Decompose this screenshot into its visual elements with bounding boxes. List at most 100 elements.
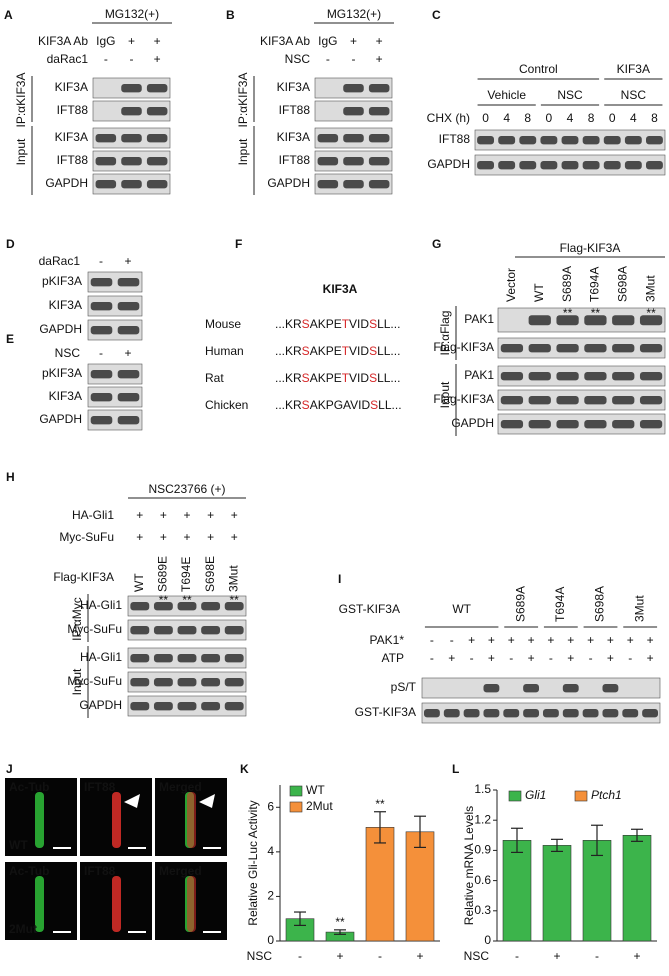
panel-title: KIF3A	[323, 282, 358, 296]
condition-mark: IgG	[318, 34, 337, 48]
sequence: ...KRSAKPETVIDSLL...	[275, 317, 400, 331]
cilium	[112, 876, 121, 932]
band	[542, 709, 559, 718]
band	[500, 396, 524, 405]
blot	[497, 365, 666, 387]
condition-mark: +	[607, 633, 614, 647]
row-label: GAPDH	[267, 176, 310, 190]
group-label: KIF3A	[617, 62, 650, 76]
row-label: IFT88	[439, 132, 471, 146]
residue: ...KR	[275, 344, 302, 358]
band	[582, 161, 600, 170]
band	[146, 134, 168, 143]
lane-label: T694A	[588, 267, 602, 302]
band	[368, 157, 390, 166]
condition-mark: +	[528, 651, 535, 665]
panel-label: D	[6, 237, 15, 251]
panel-label: E	[6, 332, 14, 346]
band	[177, 602, 197, 611]
y-tick-label: 0.3	[474, 903, 491, 917]
label: NSC	[285, 52, 311, 66]
row-label: GAPDH	[451, 416, 494, 430]
band	[130, 626, 150, 635]
species: Chicken	[205, 398, 248, 412]
row-label: KIF3A	[277, 130, 310, 144]
row-label: GAPDH	[79, 698, 122, 712]
condition-mark: -	[628, 651, 632, 665]
group-label: Control	[519, 62, 558, 76]
subgroup-label: NSC	[621, 88, 647, 102]
y-tick-label: 1.5	[474, 782, 491, 796]
band	[343, 107, 364, 116]
band	[584, 372, 607, 381]
residue: S	[369, 317, 377, 331]
band	[612, 420, 635, 429]
band	[95, 157, 117, 166]
input-label: Input	[438, 381, 452, 408]
condition-mark: -	[104, 52, 108, 66]
condition-mark: +	[154, 52, 161, 66]
panel-label: G	[432, 237, 441, 251]
residue: LL...	[378, 398, 401, 412]
condition-mark: +	[160, 508, 167, 522]
label: NSC	[55, 346, 81, 360]
residue: ...KR	[275, 371, 302, 385]
row-label: HA-Gli1	[80, 598, 122, 612]
band	[562, 709, 579, 718]
arrowhead	[124, 794, 140, 808]
residue: VID	[349, 317, 369, 331]
band	[90, 302, 113, 311]
band	[603, 136, 621, 145]
band	[642, 709, 659, 718]
band	[224, 678, 244, 687]
row-label: KIF3A	[49, 298, 82, 312]
band	[201, 626, 221, 635]
row-label: pS/T	[391, 680, 417, 694]
y-tick-label: 0	[484, 933, 491, 947]
input-label: Input	[14, 138, 28, 165]
condition-mark: -	[99, 254, 103, 268]
lane-label: 3Mut	[643, 275, 657, 302]
band	[561, 136, 579, 145]
residue: AKPE	[310, 344, 342, 358]
cilium	[35, 792, 44, 848]
legend-swatch	[508, 790, 522, 802]
band	[90, 393, 113, 402]
condition-mark: +	[488, 633, 495, 647]
band	[343, 134, 364, 143]
band	[153, 654, 173, 663]
blot	[497, 389, 666, 411]
band	[622, 709, 639, 718]
condition-mark: +	[547, 633, 554, 647]
band	[90, 326, 113, 335]
label: Myc-SuFu	[59, 530, 114, 544]
panel-label: J	[6, 762, 13, 776]
row-label: Myc-SuFu	[67, 674, 122, 688]
band	[95, 134, 117, 143]
band	[90, 278, 113, 287]
residue: AKPE	[310, 317, 342, 331]
label: MG132(+)	[327, 7, 381, 21]
band	[556, 315, 579, 326]
row-label: WT	[9, 838, 28, 852]
y-tick-label: 4	[267, 844, 274, 858]
row-label: HA-Gli1	[80, 650, 122, 664]
band	[639, 396, 663, 405]
condition-mark: -	[99, 346, 103, 360]
band	[177, 654, 197, 663]
band	[523, 709, 540, 718]
input-label: Input	[70, 668, 84, 695]
band	[224, 602, 244, 611]
panel-label: L	[452, 762, 459, 776]
x-tick-label: +	[553, 949, 560, 963]
marker: **	[159, 593, 169, 607]
row-label: Flag-KIF3A	[433, 340, 494, 354]
lane-label: S689A	[560, 266, 574, 302]
lane-group: 3Mut	[632, 595, 646, 622]
time-mark: 4	[630, 111, 637, 125]
bar	[542, 845, 572, 942]
channel-label: Merged	[159, 780, 202, 794]
band	[556, 396, 579, 405]
row-label: GAPDH	[45, 176, 88, 190]
band	[121, 180, 142, 189]
